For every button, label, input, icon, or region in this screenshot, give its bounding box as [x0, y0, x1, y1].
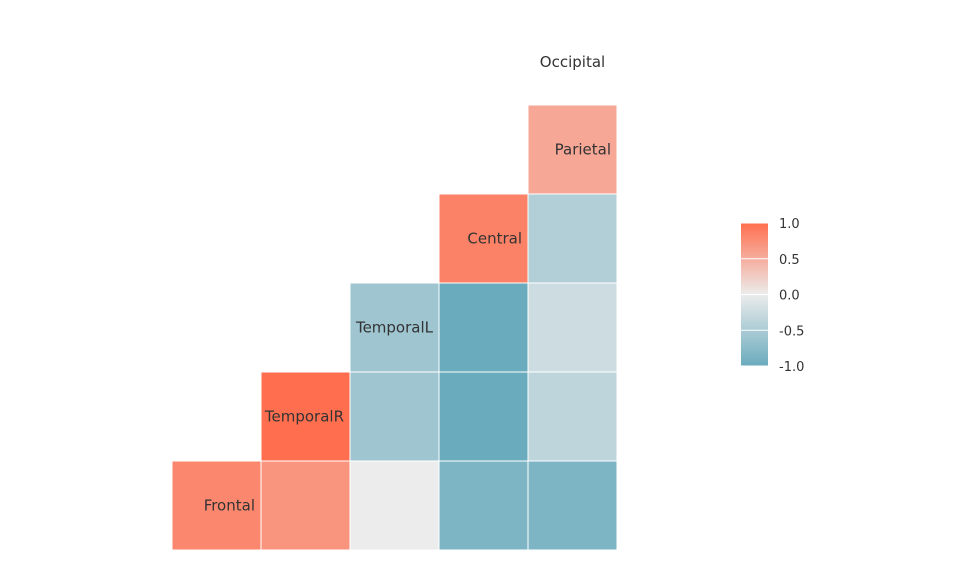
heatmap-cell-temporalr-parietal — [527, 371, 618, 462]
heatmap-cell-frontal-temporall — [349, 460, 440, 551]
variable-label-temporall: TemporalL — [355, 319, 434, 337]
color-legend-ticks: 1.0 0.5 0.0 -0.5 -1.0 — [741, 217, 804, 375]
color-legend: 1.0 0.5 0.0 -0.5 -1.0 — [741, 217, 804, 375]
legend-tick-label: -0.5 — [779, 324, 804, 339]
variable-label-occipital: Occipital — [540, 53, 605, 71]
heatmap-cell-central-central — [438, 193, 529, 284]
variable-labels: Frontal TemporalR TemporalL Central Parietal… — [204, 53, 611, 515]
heatmap-cell-frontal-frontal — [171, 460, 262, 551]
legend-tick-label: 0.0 — [779, 289, 800, 304]
legend-tick-label: -1.0 — [779, 360, 804, 375]
heatmap-cells — [171, 104, 618, 551]
heatmap-cell-parietal-parietal — [527, 104, 618, 195]
variable-label-temporalr: TemporalR — [264, 408, 344, 426]
heatmap-cell-frontal-parietal — [527, 460, 618, 551]
heatmap-cell-temporall-parietal — [527, 282, 618, 373]
heatmap-cell-temporalr-temporall — [349, 371, 440, 462]
heatmap-cell-central-parietal — [527, 193, 618, 284]
heatmap-cell-temporalr-central — [438, 371, 529, 462]
heatmap-cell-temporalr-temporalr — [260, 371, 351, 462]
legend-tick-label: 1.0 — [779, 217, 800, 232]
heatmap-cell-frontal-temporalr — [260, 460, 351, 551]
heatmap-cell-frontal-central — [438, 460, 529, 551]
heatmap-cell-temporall-central — [438, 282, 529, 373]
variable-label-frontal: Frontal — [204, 497, 255, 515]
legend-tick-label: 0.5 — [779, 253, 800, 268]
variable-label-parietal: Parietal — [555, 141, 611, 159]
heatmap-cell-temporall-temporall — [349, 282, 440, 373]
variable-label-central: Central — [467, 230, 522, 248]
